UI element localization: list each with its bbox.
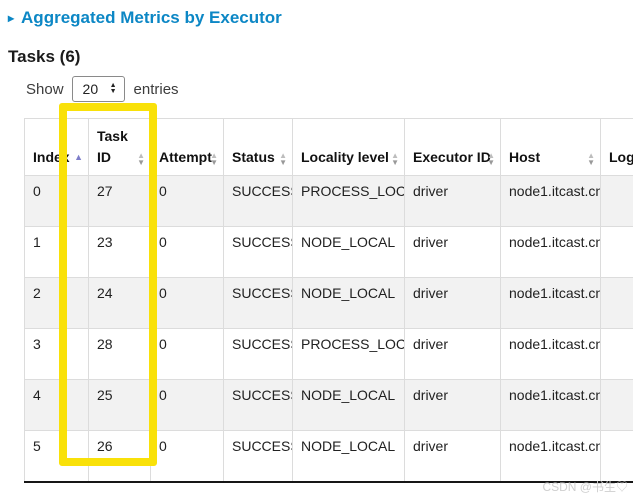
entries-label: entries (133, 80, 179, 98)
cell-locality-level: NODE_LOCAL (292, 379, 405, 431)
column-header-host[interactable]: Host ▲ ▼ (500, 118, 601, 176)
tasks-table: Index ▲ Task ID ▲ ▼ Attempt ▲ ▼ (24, 118, 633, 483)
cell-task-id: 24 (88, 277, 151, 329)
cell-locality-level: PROCESS_LOCAL (292, 328, 405, 380)
cell-logs (600, 277, 633, 329)
cell-status: SUCCESS (223, 277, 293, 329)
sort-both-icon: ▲ ▼ (487, 151, 495, 167)
collapse-arrow-icon: ▸ (8, 11, 15, 25)
cell-status: SUCCESS (223, 226, 293, 278)
cell-attempt: 0 (150, 328, 224, 380)
cell-logs (600, 379, 633, 431)
table-row: 1 23 0 SUCCESS NODE_LOCAL driver node1.i… (24, 226, 633, 278)
entries-control: Show 20 ▲ ▼ entries (26, 76, 179, 102)
page-size-value: 20 (82, 81, 99, 97)
cell-status: SUCCESS (223, 430, 293, 482)
table-row: 3 28 0 SUCCESS PROCESS_LOCAL driver node… (24, 328, 633, 380)
cell-attempt: 0 (150, 430, 224, 482)
cell-task-id: 28 (88, 328, 151, 380)
column-header-logs[interactable]: Logs (600, 118, 633, 176)
column-header-task-id[interactable]: Task ID ▲ ▼ (88, 118, 151, 176)
sort-both-icon: ▲ ▼ (587, 151, 595, 167)
sort-ascending-icon: ▲ (74, 152, 83, 162)
cell-executor-id: driver (404, 175, 501, 227)
table-header-row: Index ▲ Task ID ▲ ▼ Attempt ▲ ▼ (24, 118, 633, 176)
column-header-attempt[interactable]: Attempt ▲ ▼ (150, 118, 224, 176)
cell-executor-id: driver (404, 277, 501, 329)
cell-logs (600, 175, 633, 227)
cell-locality-level: PROCESS_LOCAL (292, 175, 405, 227)
cell-logs (600, 328, 633, 380)
cell-executor-id: driver (404, 430, 501, 482)
section-title-label: Aggregated Metrics by Executor (21, 8, 282, 27)
cell-executor-id: driver (404, 328, 501, 380)
cell-locality-level: NODE_LOCAL (292, 277, 405, 329)
sort-both-icon: ▲ ▼ (279, 151, 287, 167)
watermark: CSDN @书生♡ (542, 480, 628, 494)
cell-index: 0 (24, 175, 89, 227)
show-label: Show (26, 80, 64, 98)
collapsible-section-header[interactable]: ▸ Aggregated Metrics by Executor (8, 8, 282, 28)
cell-task-id: 26 (88, 430, 151, 482)
select-spinner-icon: ▲ ▼ (109, 82, 117, 95)
sort-both-icon: ▲ ▼ (391, 151, 399, 167)
tasks-heading: Tasks (6) (8, 47, 81, 66)
cell-index: 5 (24, 430, 89, 482)
cell-attempt: 0 (150, 226, 224, 278)
cell-locality-level: NODE_LOCAL (292, 226, 405, 278)
table-row: 2 24 0 SUCCESS NODE_LOCAL driver node1.i… (24, 277, 633, 329)
table-row: 5 26 0 SUCCESS NODE_LOCAL driver node1.i… (24, 430, 633, 482)
cell-task-id: 27 (88, 175, 151, 227)
cell-task-id: 23 (88, 226, 151, 278)
cell-index: 4 (24, 379, 89, 431)
cell-status: SUCCESS (223, 328, 293, 380)
cell-attempt: 0 (150, 379, 224, 431)
table-row: 4 25 0 SUCCESS NODE_LOCAL driver node1.i… (24, 379, 633, 431)
cell-host: node1.itcast.cn (500, 277, 601, 329)
cell-attempt: 0 (150, 277, 224, 329)
column-header-locality-level[interactable]: Locality level ▲ ▼ (292, 118, 405, 176)
cell-host: node1.itcast.cn (500, 328, 601, 380)
sort-both-icon: ▲ ▼ (210, 151, 218, 167)
column-header-executor-id[interactable]: Executor ID ▲ ▼ (404, 118, 501, 176)
table-row: 0 27 0 SUCCESS PROCESS_LOCAL driver node… (24, 175, 633, 227)
column-header-index[interactable]: Index ▲ (24, 118, 89, 176)
cell-logs (600, 226, 633, 278)
column-header-status[interactable]: Status ▲ ▼ (223, 118, 293, 176)
cell-status: SUCCESS (223, 175, 293, 227)
cell-index: 3 (24, 328, 89, 380)
cell-index: 1 (24, 226, 89, 278)
cell-host: node1.itcast.cn (500, 226, 601, 278)
cell-attempt: 0 (150, 175, 224, 227)
cell-locality-level: NODE_LOCAL (292, 430, 405, 482)
page-size-select[interactable]: 20 ▲ ▼ (71, 76, 125, 102)
cell-logs (600, 430, 633, 482)
tasks-table-wrapper: Index ▲ Task ID ▲ ▼ Attempt ▲ ▼ (24, 118, 633, 483)
cell-host: node1.itcast.cn (500, 379, 601, 431)
cell-index: 2 (24, 277, 89, 329)
cell-host: node1.itcast.cn (500, 175, 601, 227)
sort-both-icon: ▲ ▼ (137, 151, 145, 167)
cell-executor-id: driver (404, 226, 501, 278)
cell-status: SUCCESS (223, 379, 293, 431)
cell-task-id: 25 (88, 379, 151, 431)
cell-executor-id: driver (404, 379, 501, 431)
cell-host: node1.itcast.cn (500, 430, 601, 482)
